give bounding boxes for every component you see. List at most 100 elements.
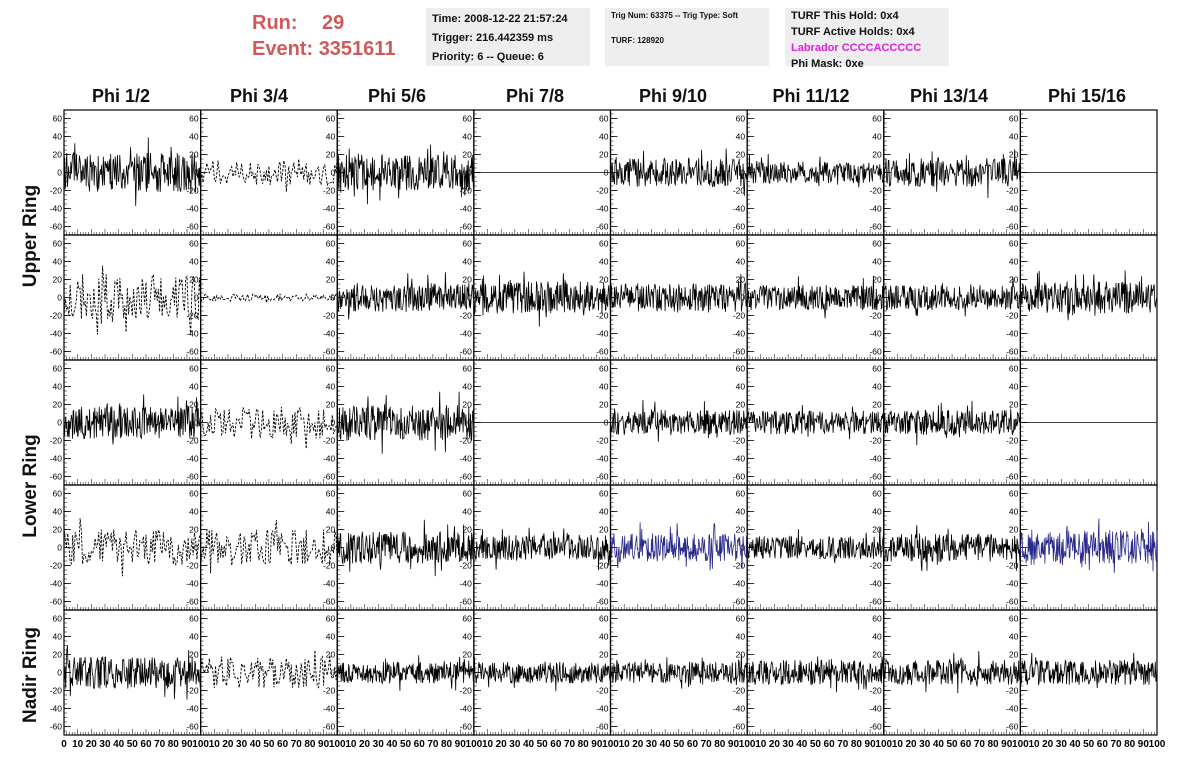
y-tick-label: 20 [736, 525, 746, 535]
y-tick-label: -40 [1006, 329, 1019, 339]
y-tick-label: 20 [736, 150, 746, 160]
y-tick-label: 20 [736, 400, 746, 410]
trigger-text: Trigger: 216.442359 ms [432, 32, 554, 44]
y-tick-label: 20 [326, 400, 336, 410]
y-tick-label: -20 [50, 311, 63, 321]
x-tick-label: 10 [892, 739, 904, 750]
y-tick-label: 40 [189, 382, 199, 392]
x-tick-label: 30 [1056, 739, 1068, 750]
x-tick-label: 40 [250, 739, 262, 750]
x-tick-label: 0 [61, 739, 67, 750]
labrador-text: Labrador CCCCACCCCC [791, 42, 922, 54]
phi-column-header: Phi 7/8 [505, 86, 565, 106]
y-tick-label: -20 [596, 311, 609, 321]
x-tick-label: 50 [400, 739, 412, 750]
y-tick-label: 20 [53, 650, 63, 660]
y-tick-label: 40 [736, 632, 746, 642]
waveform-trace [1020, 652, 1158, 689]
y-tick-label: -40 [596, 704, 609, 714]
x-tick-label: 30 [919, 739, 931, 750]
x-tick-label: 30 [646, 739, 658, 750]
y-tick-label: -20 [50, 186, 63, 196]
x-tick-label: 50 [263, 739, 275, 750]
x-tick-label: 20 [1042, 739, 1054, 750]
y-tick-label: -40 [323, 579, 336, 589]
y-tick-label: 40 [53, 632, 63, 642]
x-tick-label: 90 [728, 739, 740, 750]
y-tick-label: -20 [186, 311, 199, 321]
y-tick-label: 0 [194, 418, 199, 428]
x-tick-label: 100 [192, 739, 209, 750]
y-tick-label: 40 [1009, 132, 1019, 142]
y-tick-label: 40 [1009, 632, 1019, 642]
y-tick-label: -20 [460, 561, 473, 571]
trig-info-box: Trig Num: 63375 -- Trig Type: Soft TURF:… [605, 8, 769, 66]
y-tick-label: 40 [189, 507, 199, 517]
waveform-trace [63, 265, 202, 336]
y-tick-label: 40 [462, 507, 472, 517]
y-tick-label: -40 [733, 704, 746, 714]
y-tick-label: 60 [462, 114, 472, 124]
y-tick-label: -20 [1006, 436, 1019, 446]
y-tick-label: 0 [604, 668, 609, 678]
y-tick-label: 0 [467, 418, 472, 428]
trig-num-text: Trig Num: 63375 -- Trig Type: Soft [611, 11, 738, 20]
waveform-trace [336, 391, 475, 454]
x-tick-label: 30 [783, 739, 795, 750]
x-tick-label: 20 [769, 739, 781, 750]
waveform-trace [200, 156, 338, 192]
x-tick-label: 90 [455, 739, 467, 750]
x-tick-label: 20 [359, 739, 371, 750]
panel-frame [63, 234, 202, 361]
y-tick-label: -60 [1006, 597, 1019, 607]
event-value: 3351611 [318, 38, 396, 60]
run-label: Run: [252, 12, 298, 34]
y-tick-label: 40 [872, 507, 882, 517]
y-tick-label: -60 [869, 222, 882, 232]
y-tick-label: 60 [872, 489, 882, 499]
y-tick-label: -20 [596, 686, 609, 696]
y-tick-label: -60 [50, 472, 63, 482]
y-tick-label: 60 [872, 239, 882, 249]
phi-column-header: Phi 15/16 [1047, 86, 1127, 106]
waveform-trace [336, 272, 475, 320]
y-tick-label: 40 [462, 632, 472, 642]
waveform-trace [63, 518, 202, 577]
phi-column-header: Phi 3/4 [229, 86, 289, 106]
y-tick-label: 0 [740, 668, 745, 678]
y-tick-label: 60 [189, 614, 199, 624]
x-tick-label: 100 [466, 739, 483, 750]
x-tick-label: 40 [523, 739, 535, 750]
y-tick-label: 60 [872, 114, 882, 124]
y-tick-label: 0 [1014, 418, 1019, 428]
y-tick-label: 60 [326, 614, 336, 624]
y-tick-label: -20 [186, 436, 199, 446]
y-tick-label: 60 [1009, 364, 1019, 374]
y-tick-label: 60 [599, 614, 609, 624]
y-tick-label: -20 [1006, 561, 1019, 571]
y-tick-label: -20 [460, 311, 473, 321]
y-tick-label: -60 [1006, 222, 1019, 232]
y-tick-label: 0 [604, 293, 609, 303]
y-tick-label: 20 [599, 525, 609, 535]
waveform-trace [1020, 270, 1158, 321]
y-tick-label: 40 [872, 632, 882, 642]
run-value: 29 [322, 12, 345, 34]
y-tick-label: -60 [1006, 347, 1019, 357]
y-tick-label: 60 [736, 239, 746, 249]
y-tick-label: -20 [186, 686, 199, 696]
y-tick-label: 60 [599, 489, 609, 499]
y-tick-label: -40 [186, 329, 199, 339]
y-tick-label: -60 [186, 222, 199, 232]
waveform-trace [200, 292, 338, 303]
y-tick-label: 40 [1009, 257, 1019, 267]
x-tick-label: 80 [987, 739, 999, 750]
y-tick-label: 20 [189, 275, 199, 285]
y-tick-label: -60 [50, 597, 63, 607]
y-tick-label: 0 [331, 418, 336, 428]
x-tick-label: 10 [345, 739, 357, 750]
waveform-trace [883, 650, 1021, 694]
x-tick-label: 90 [318, 739, 330, 750]
y-tick-label: 20 [53, 275, 63, 285]
y-tick-label: 40 [736, 382, 746, 392]
